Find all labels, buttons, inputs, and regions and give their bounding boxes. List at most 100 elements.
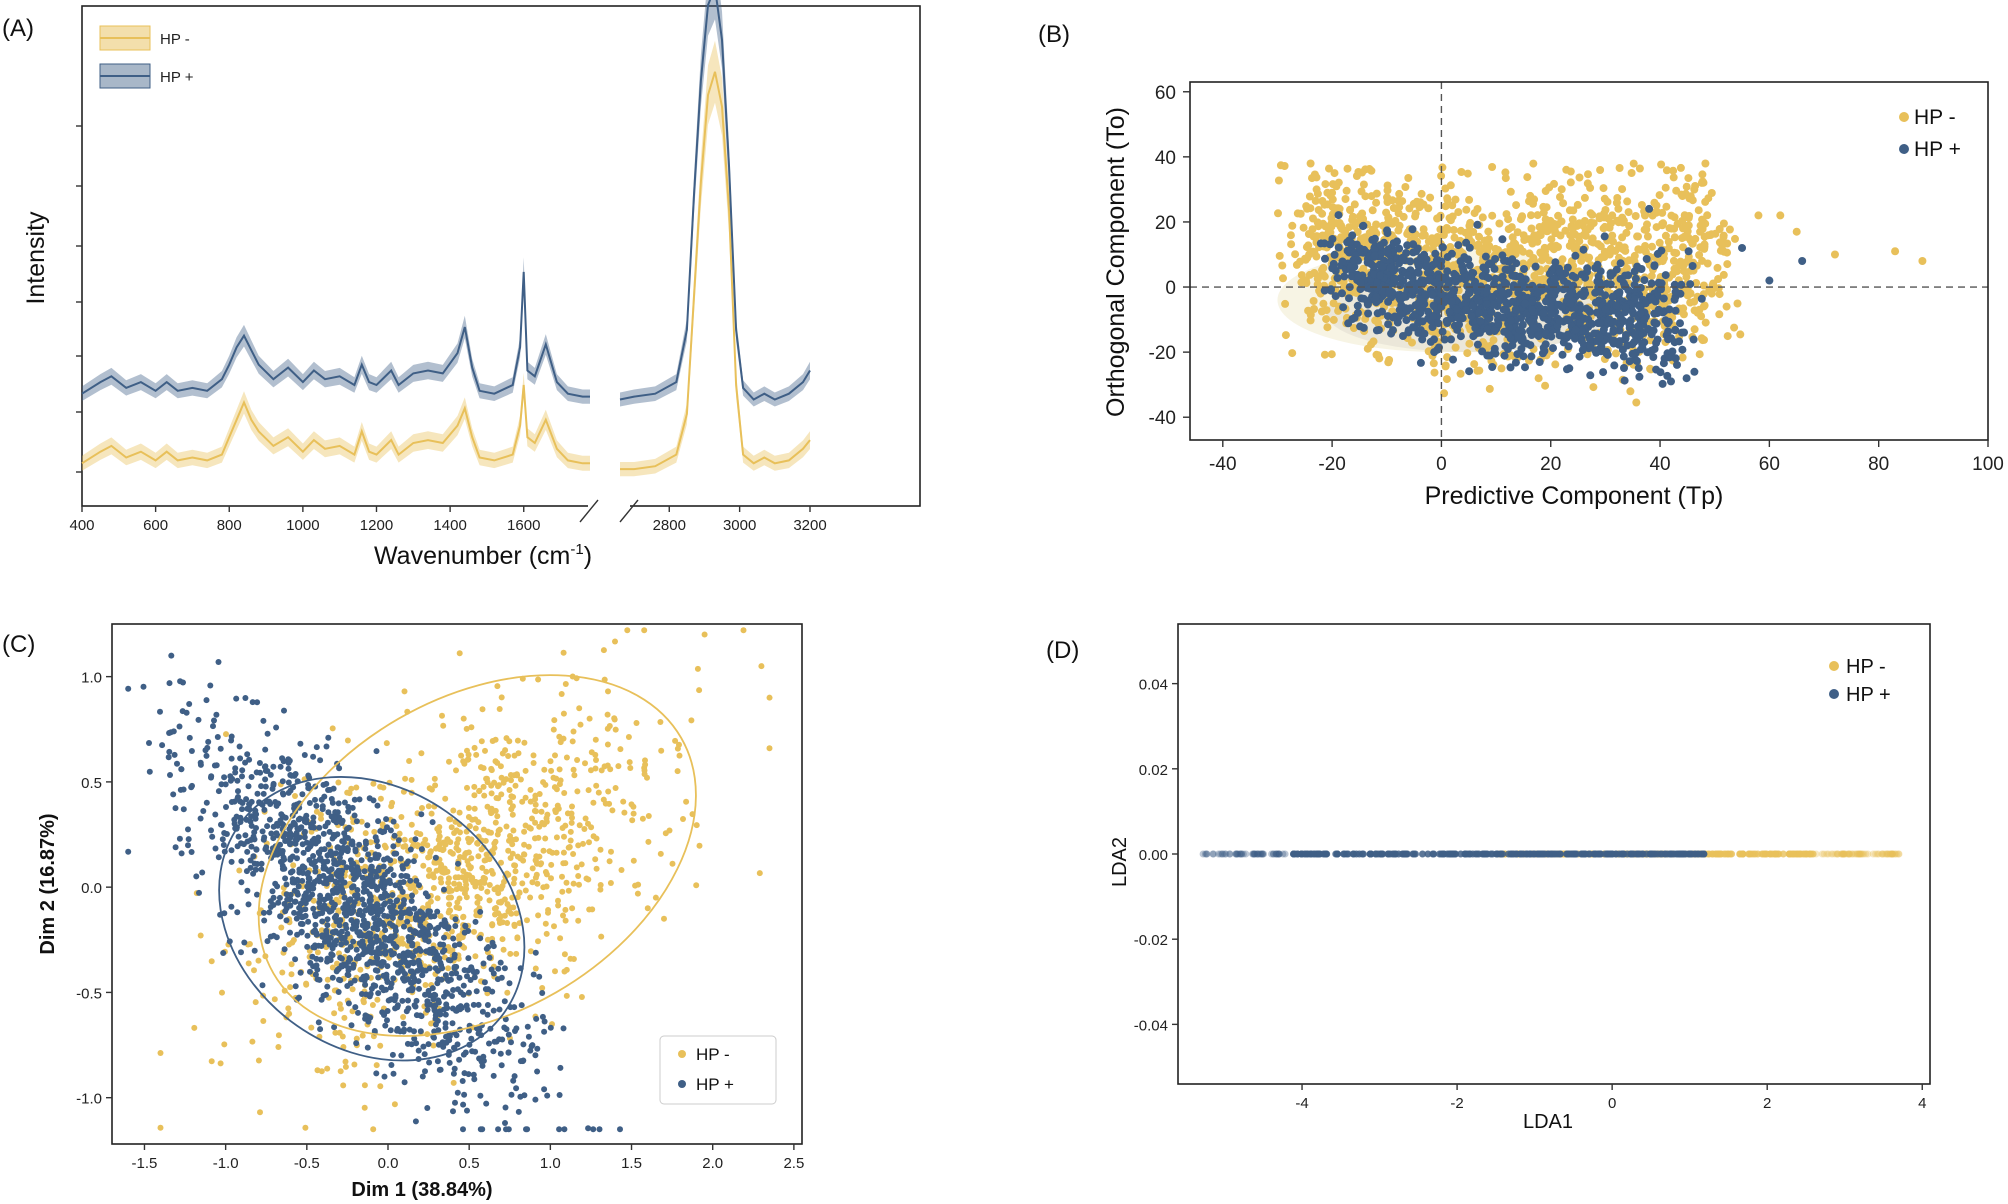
point-hp-neg <box>260 1018 267 1024</box>
point-hp-neg <box>353 1035 360 1042</box>
point-hp-pos <box>1409 323 1418 332</box>
point-hp-neg <box>1608 231 1617 240</box>
point-hp-pos <box>394 1004 401 1011</box>
point-hp-pos <box>432 1021 439 1028</box>
point-hp-neg <box>538 808 545 815</box>
point-hp-neg <box>367 839 374 846</box>
point-hp-pos <box>344 947 351 954</box>
point-hp-pos <box>178 850 185 857</box>
y-tick-label: 0 <box>1165 278 1176 299</box>
point-hp-neg <box>456 809 463 816</box>
point-hp-pos <box>1443 253 1452 261</box>
point-hp-pos <box>248 822 255 829</box>
point-hp-neg <box>478 738 485 745</box>
point-hp-pos <box>399 997 406 1004</box>
point-hp-pos <box>295 883 302 890</box>
point-hp-neg <box>1568 215 1577 224</box>
point-hp-neg <box>1594 240 1603 249</box>
point-hp-pos <box>419 1073 426 1080</box>
point-hp-neg <box>1442 224 1451 232</box>
point-hp-pos <box>503 1126 509 1133</box>
point-hp-pos <box>324 819 331 826</box>
point-hp-neg <box>1664 244 1673 253</box>
point-hp-neg <box>532 857 539 864</box>
point-hp-neg <box>554 802 561 809</box>
point-hp-pos <box>1506 316 1515 325</box>
point-hp-neg <box>585 787 592 794</box>
point-hp-neg <box>1669 256 1678 265</box>
point-hp-pos <box>185 826 191 833</box>
point-hp-pos <box>1456 332 1465 341</box>
point-hp-neg <box>446 901 453 908</box>
point-hp-pos <box>1520 265 1528 273</box>
point-hp-neg <box>337 1068 344 1075</box>
point-hp-neg <box>612 785 619 791</box>
point-hp-pos <box>1370 234 1379 243</box>
point-hp-pos <box>299 791 306 798</box>
point-hp-pos <box>1395 244 1404 253</box>
point-hp-pos <box>1619 352 1628 361</box>
point-hp-neg <box>1430 368 1439 377</box>
point-hp-pos <box>496 1006 503 1013</box>
point-hp-neg <box>560 849 567 856</box>
point-hp-pos <box>1571 334 1579 343</box>
point-hp-neg <box>434 895 441 902</box>
point-hp-pos <box>1393 318 1402 327</box>
point-hp-pos <box>307 821 314 828</box>
point-hp-neg <box>563 754 570 761</box>
point-hp-pos <box>239 800 246 806</box>
point-hp-neg <box>693 882 700 889</box>
point-hp-neg <box>1343 164 1352 173</box>
point-hp-pos <box>281 946 288 953</box>
point-hp-neg <box>635 881 642 888</box>
point-hp-pos <box>327 786 333 793</box>
point-hp-pos <box>1511 305 1520 314</box>
point-hp-pos <box>1547 332 1556 341</box>
point-hp-neg <box>1581 231 1590 240</box>
point-hp-neg <box>1583 179 1592 188</box>
y-tick-label: -20 <box>1149 343 1176 364</box>
point-hp-pos <box>498 974 505 981</box>
point-hp-pos <box>310 753 317 760</box>
point-hp-pos <box>239 773 245 780</box>
point-hp-pos <box>1417 253 1426 262</box>
point-hp-pos <box>359 896 366 903</box>
point-hp-neg <box>408 776 415 783</box>
point-hp-neg <box>471 744 478 751</box>
point-hp-pos <box>1587 319 1596 328</box>
point-hp-pos <box>242 832 249 839</box>
point-hp-pos <box>1491 274 1500 283</box>
point-hp-pos <box>431 991 438 998</box>
point-hp-pos <box>1610 361 1619 370</box>
point-hp-neg <box>547 758 554 765</box>
point-hp-pos <box>1321 254 1329 263</box>
point-hp-neg <box>1631 212 1640 220</box>
point-hp-neg <box>1428 234 1436 243</box>
y-tick-label: -40 <box>1149 408 1176 429</box>
point-hp-pos <box>426 1059 433 1066</box>
point-hp-neg <box>1700 232 1709 241</box>
point-hp-neg <box>360 999 367 1006</box>
point-hp-neg <box>486 897 493 904</box>
point-hp-pos <box>324 983 331 990</box>
point-hp-neg <box>657 850 664 857</box>
point-hp-pos <box>459 1078 466 1084</box>
point-hp-pos <box>1664 335 1673 344</box>
point-hp-pos <box>214 734 221 740</box>
point-hp-pos <box>451 964 458 970</box>
point-hp-neg <box>1405 204 1414 213</box>
point-hp-pos <box>218 781 225 788</box>
point-hp-neg <box>618 867 625 873</box>
point-hp-pos <box>465 1071 472 1078</box>
point-hp-pos <box>1438 243 1447 252</box>
point-hp-neg <box>335 779 342 786</box>
point-hp-neg <box>611 715 618 722</box>
point-hp-neg <box>676 741 682 748</box>
point-hp-neg <box>1506 187 1515 196</box>
x-tick-label: 80 <box>1868 454 1889 475</box>
point-hp-neg <box>488 810 495 817</box>
point-hp-pos <box>464 1107 470 1114</box>
point-hp-neg <box>1385 356 1394 364</box>
point-hp-pos <box>317 1026 324 1033</box>
point-hp-pos <box>382 948 389 955</box>
